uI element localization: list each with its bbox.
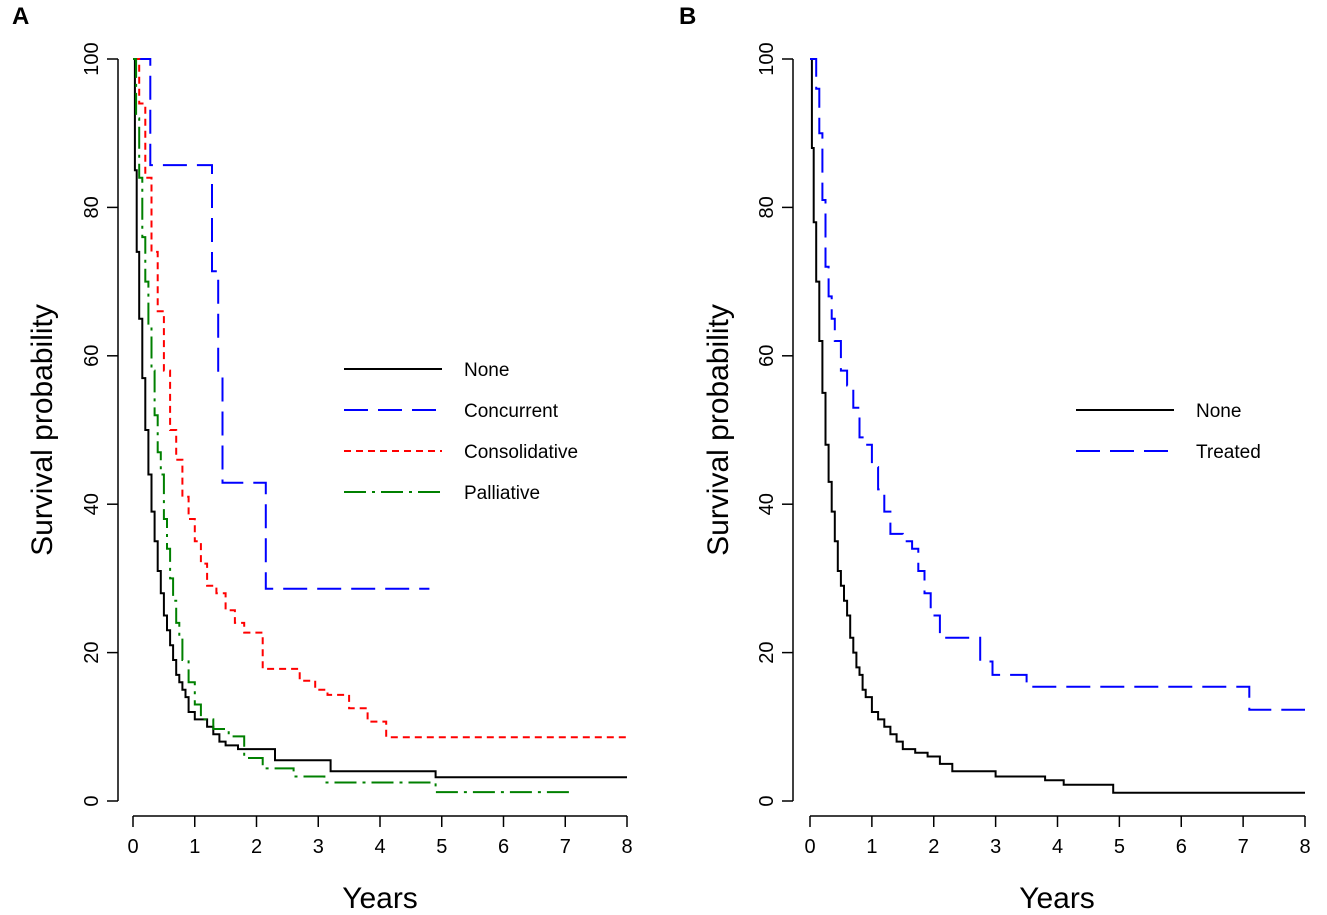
y-tick-label: 40 bbox=[81, 493, 103, 515]
panel-label: A bbox=[12, 3, 29, 30]
legend-label-consolidative: Consolidative bbox=[464, 442, 578, 463]
y-tick-label: 0 bbox=[81, 795, 103, 806]
y-tick-label: 60 bbox=[756, 345, 778, 367]
x-tick-label: 2 bbox=[928, 836, 939, 858]
series-line-concurrent bbox=[133, 58, 430, 590]
x-axis-title: Years bbox=[1019, 882, 1095, 915]
x-tick-label: 2 bbox=[251, 836, 262, 858]
series-line-palliative bbox=[133, 58, 572, 794]
x-tick-label: 3 bbox=[990, 836, 1001, 858]
legend-label-treated: Treated bbox=[1196, 442, 1261, 463]
y-tick-label: 100 bbox=[756, 42, 778, 75]
series-line-consolidative bbox=[133, 58, 627, 739]
y-tick-label: 40 bbox=[756, 493, 778, 515]
x-tick-label: 5 bbox=[436, 836, 447, 858]
y-tick-label: 20 bbox=[756, 641, 778, 663]
y-axis-title: Survival probability bbox=[26, 304, 59, 556]
y-tick-label: 80 bbox=[756, 196, 778, 218]
series-line-none bbox=[810, 58, 1305, 794]
y-tick-label: 60 bbox=[81, 345, 103, 367]
series-line-none bbox=[133, 58, 627, 779]
x-tick-label: 4 bbox=[1052, 836, 1063, 858]
x-tick-label: 8 bbox=[1299, 836, 1310, 858]
y-tick-label: 0 bbox=[756, 795, 778, 806]
panel-label: B bbox=[679, 3, 696, 30]
y-tick-label: 20 bbox=[81, 641, 103, 663]
x-tick-label: 0 bbox=[804, 836, 815, 858]
x-tick-label: 7 bbox=[1238, 836, 1249, 858]
x-tick-label: 6 bbox=[498, 836, 509, 858]
y-axis-title: Survival probability bbox=[702, 304, 735, 556]
x-axis-title: Years bbox=[342, 882, 418, 915]
x-tick-label: 4 bbox=[374, 836, 385, 858]
x-tick-label: 0 bbox=[127, 836, 138, 858]
series-line-treated bbox=[810, 58, 1305, 711]
legend-label-none: None bbox=[464, 360, 509, 381]
x-tick-label: 5 bbox=[1114, 836, 1125, 858]
x-tick-label: 3 bbox=[313, 836, 324, 858]
x-tick-label: 8 bbox=[621, 836, 632, 858]
legend-label-concurrent: Concurrent bbox=[464, 401, 559, 422]
x-tick-label: 7 bbox=[560, 836, 571, 858]
legend-label-palliative: Palliative bbox=[464, 483, 540, 504]
x-tick-label: 1 bbox=[866, 836, 877, 858]
x-tick-label: 1 bbox=[189, 836, 200, 858]
x-tick-label: 6 bbox=[1176, 836, 1187, 858]
y-tick-label: 100 bbox=[81, 42, 103, 75]
legend-label-none: None bbox=[1196, 401, 1241, 422]
y-tick-label: 80 bbox=[81, 196, 103, 218]
